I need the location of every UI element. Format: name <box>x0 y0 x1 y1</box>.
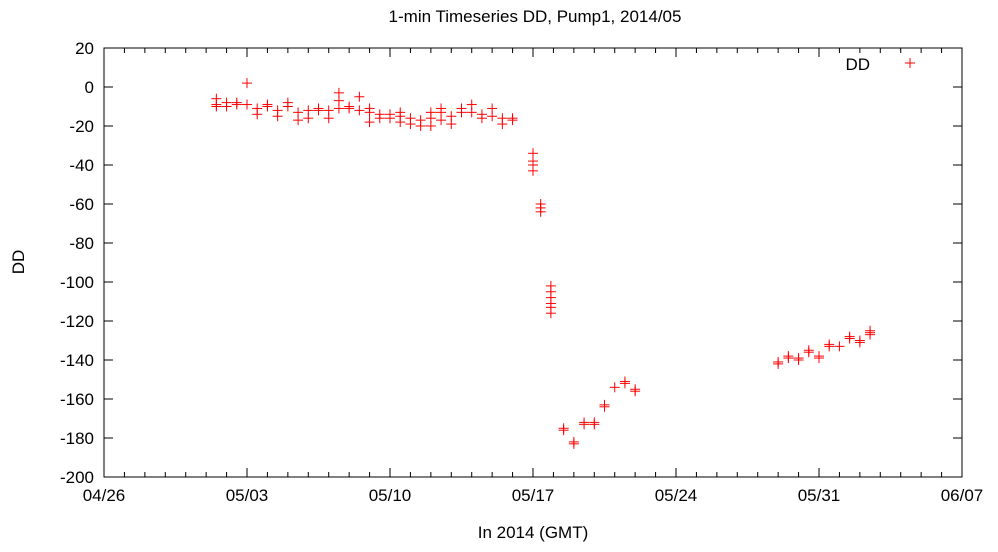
x-tick-label: 05/24 <box>655 486 698 505</box>
y-tick-label: -60 <box>69 195 94 214</box>
data-point <box>456 103 467 114</box>
y-axis-label: DD <box>9 250 28 275</box>
data-point <box>507 113 518 124</box>
data-point <box>579 419 590 430</box>
data-point <box>476 113 487 124</box>
data-point <box>619 378 630 389</box>
data-point <box>545 308 556 319</box>
data-point <box>405 119 416 130</box>
data-point <box>793 355 804 365</box>
y-tick-label: -100 <box>60 273 94 292</box>
x-tick-label: 05/10 <box>369 486 412 505</box>
data-point <box>364 103 375 114</box>
data-point <box>323 113 334 124</box>
x-tick-label: 06/07 <box>941 486 984 505</box>
data-point <box>354 91 365 102</box>
data-point <box>589 419 600 430</box>
data-point <box>854 337 865 348</box>
data-point <box>303 113 314 124</box>
data-point <box>803 345 814 356</box>
data-point <box>773 358 784 369</box>
x-axis-label: In 2014 (GMT) <box>478 523 589 542</box>
y-tick-label: -160 <box>60 390 94 409</box>
data-point <box>824 341 835 352</box>
legend-entry-dd: DD <box>845 55 870 74</box>
data-point <box>242 99 252 110</box>
data-point <box>395 107 406 118</box>
x-tick-label: 05/17 <box>512 486 555 505</box>
data-point <box>221 97 232 108</box>
legend-marker <box>905 58 915 68</box>
data-point <box>374 113 385 124</box>
x-axis: 04/26 05/03 05/10 05/17 05/24 05/31 06/07 <box>83 48 984 505</box>
data-point <box>466 99 477 110</box>
y-tick-label: 20 <box>75 39 94 58</box>
data-point <box>385 113 395 124</box>
data-point <box>425 107 436 118</box>
data-point <box>844 333 855 344</box>
plot-frame <box>103 47 963 478</box>
legend-marker-plus <box>905 58 915 68</box>
data-point <box>599 401 610 412</box>
chart-title: 1-min Timeseries DD, Pump1, 2014/05 <box>389 7 682 26</box>
data-point <box>446 119 457 130</box>
y-tick-label: -20 <box>69 117 94 136</box>
data-point <box>415 121 426 131</box>
data-point <box>535 206 546 217</box>
data-point <box>211 101 222 112</box>
data-point <box>282 97 293 108</box>
data-point <box>783 351 794 362</box>
data-point <box>333 95 344 106</box>
y-axis: 20 0 -20 -40 -60 -80 -100 -120 -140 -160 -180 -200 <box>60 39 962 487</box>
y-tick-label: -200 <box>60 468 94 487</box>
data-point <box>558 425 569 436</box>
data-point <box>497 119 508 130</box>
x-tick-label: 05/03 <box>226 486 269 505</box>
data-point <box>231 97 242 108</box>
data-point <box>313 105 324 116</box>
x-tick-label: 05/31 <box>798 486 841 505</box>
data-point <box>568 438 579 449</box>
data-point <box>528 165 538 176</box>
y-tick-label: -180 <box>60 429 94 448</box>
data-point <box>272 111 283 122</box>
data-points <box>211 78 876 449</box>
y-tick-label: -40 <box>69 156 94 175</box>
data-point <box>425 121 436 131</box>
legend: DD <box>845 55 915 74</box>
data-point <box>364 117 375 128</box>
data-point <box>395 117 406 128</box>
data-point <box>293 115 304 126</box>
data-point <box>242 78 252 89</box>
data-point <box>262 99 273 110</box>
data-point <box>436 115 447 126</box>
x-tick-label: 04/26 <box>83 486 126 505</box>
y-tick-label: 0 <box>85 78 94 97</box>
data-point <box>630 386 641 397</box>
y-tick-label: -80 <box>69 234 94 253</box>
data-point <box>487 103 498 114</box>
data-point <box>344 101 355 112</box>
data-point <box>814 353 824 364</box>
y-tick-label: -120 <box>60 312 94 331</box>
data-point <box>252 109 263 120</box>
data-point <box>834 341 845 352</box>
data-point <box>609 382 620 393</box>
data-point <box>436 103 447 114</box>
y-tick-label: -140 <box>60 351 94 370</box>
data-point <box>865 325 876 336</box>
data-point <box>354 105 365 116</box>
